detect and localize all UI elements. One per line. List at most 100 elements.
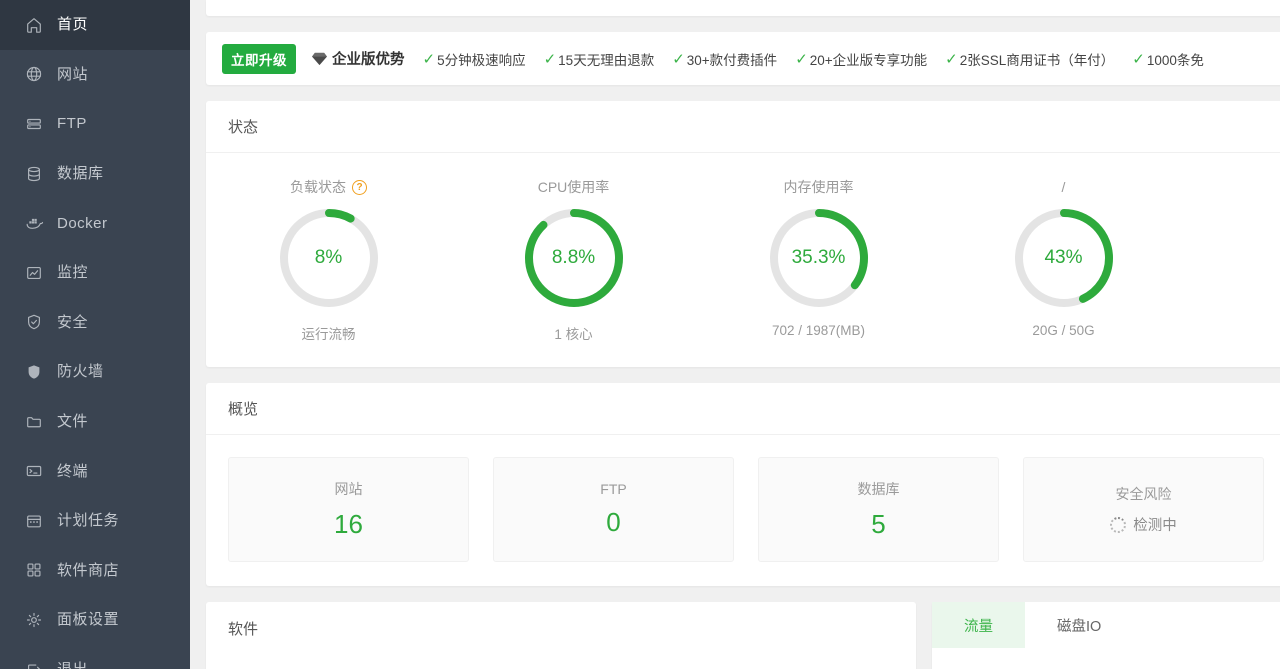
progress-ring: 8% <box>276 205 382 311</box>
sidebar-item-label: 数据库 <box>57 165 104 183</box>
logout-icon <box>24 660 44 669</box>
status-ring-sub: 1 核心 <box>554 327 593 342</box>
banner-feature-0: ✓ 5分钟极速响应 <box>423 49 526 69</box>
status-ring-value: 35.3% <box>791 247 846 268</box>
check-icon: ✓ <box>672 50 685 68</box>
overview-card-title: 概览 <box>206 383 1280 435</box>
check-icon: ✓ <box>1132 50 1145 68</box>
sidebar-item-5[interactable]: 监控 <box>0 248 190 298</box>
check-icon: ✓ <box>422 50 436 68</box>
status-ring-value: 43% <box>1044 247 1083 268</box>
status-ring-title: 负载状态 <box>290 179 346 195</box>
status-ring-value: 8% <box>314 247 343 268</box>
sidebar-item-6[interactable]: 安全 <box>0 298 190 348</box>
diamond-icon <box>312 52 327 66</box>
progress-ring: 43% <box>1011 205 1117 311</box>
sidebar-item-label: 软件商店 <box>57 561 120 579</box>
graph-tab-1[interactable]: 磁盘IO <box>1025 602 1133 648</box>
spinner-icon <box>1110 516 1127 533</box>
sidebar-item-label: 安全 <box>57 313 89 331</box>
sidebar-item-label: Docker <box>57 214 108 232</box>
banner-title-text: 企业版优势 <box>332 52 405 68</box>
overview-card-1[interactable]: FTP 0 <box>493 457 734 562</box>
shield-check-icon <box>24 312 44 332</box>
graph-tab-0[interactable]: 流量 <box>932 602 1025 648</box>
check-icon: ✓ <box>543 50 557 68</box>
graph-tab-label: 磁盘IO <box>1057 618 1102 635</box>
sidebar-item-9[interactable]: 终端 <box>0 446 190 496</box>
sidebar-item-7[interactable]: 防火墙 <box>0 347 190 397</box>
sidebar-item-3[interactable]: 数据库 <box>0 149 190 199</box>
sidebar-item-11[interactable]: 软件商店 <box>0 546 190 596</box>
sidebar-item-0[interactable]: 首页 <box>0 0 190 50</box>
enterprise-upgrade-banner: 立即升级 企业版优势 ✓ 5分钟极速响应 ✓ 15天无理由退款 ✓ 30+款付费插件 ✓ 20… <box>206 32 1280 85</box>
upgrade-now-button[interactable]: 立即升级 <box>222 43 296 74</box>
bottom-row: 软件 流量 磁盘IO <box>206 602 1280 669</box>
sidebar-item-10[interactable]: 计划任务 <box>0 496 190 546</box>
overview-card-label: 安全风险 <box>1115 486 1172 502</box>
status-ring-3[interactable]: / 43% 20G / 50G <box>941 177 1186 338</box>
status-ring-title-wrap: / <box>1062 177 1066 197</box>
chart-icon <box>24 263 44 283</box>
banner-feature-label: 15天无理由退款 <box>558 52 655 68</box>
sidebar-item-label: 计划任务 <box>57 512 120 530</box>
globe-icon <box>24 64 44 84</box>
status-ring-sub: 702 / 1987(MB) <box>771 323 866 338</box>
overview-card-2[interactable]: 数据库 5 <box>758 457 999 562</box>
overview-card-3[interactable]: 安全风险检测中 <box>1023 457 1264 562</box>
banner-feature-4: ✓ 2张SSL商用证书（年付） <box>945 49 1114 69</box>
banner-feature-5: ✓ 1000条免 <box>1132 49 1204 69</box>
overview-card-label: 网站 <box>334 481 363 497</box>
banner-feature-label: 20+企业版专享功能 <box>809 52 928 68</box>
folder-icon <box>24 412 44 432</box>
check-icon: ✓ <box>795 50 808 68</box>
status-card-title: 状态 <box>206 101 1280 153</box>
status-ring-1[interactable]: CPU使用率 8.8% 1 核心 <box>451 177 696 343</box>
status-ring-0[interactable]: 负载状态? 8% 运行流畅 <box>206 177 451 343</box>
status-ring-title-wrap: 内存使用率 <box>784 177 854 197</box>
status-ring-title: CPU使用率 <box>537 179 610 195</box>
sidebar-item-8[interactable]: 文件 <box>0 397 190 447</box>
home-icon <box>24 15 44 35</box>
overview-card-value: 0 <box>606 507 621 537</box>
scrolled-card-sliver <box>206 0 1280 16</box>
banner-feature-label: 1000条免 <box>1146 52 1204 68</box>
status-ring-2[interactable]: 内存使用率 35.3% 702 / 1987(MB) <box>696 177 941 338</box>
shield-icon <box>24 362 44 382</box>
banner-feature-2: ✓ 30+款付费插件 <box>672 49 777 69</box>
status-card: 状态 负载状态? 8% 运行流畅 CPU使用率 8.8% 1 核心 内存使用率 35.3% 70… <box>206 101 1280 367</box>
sidebar-item-label: 网站 <box>57 65 89 83</box>
sidebar-item-13[interactable]: 退出 <box>0 645 190 669</box>
sidebar-item-label: 防火墙 <box>57 363 104 381</box>
status-ring-value: 8.8% <box>551 247 596 268</box>
sidebar-item-label: 终端 <box>57 462 89 480</box>
overview-card-value: 5 <box>871 509 886 539</box>
graph-tabs: 流量 磁盘IO <box>932 602 1133 648</box>
software-card-title: 软件 <box>228 620 259 638</box>
docker-icon <box>24 213 44 233</box>
sidebar-item-2[interactable]: FTP <box>0 99 190 149</box>
banner-feature-3: ✓ 20+企业版专享功能 <box>795 49 927 69</box>
status-ring-title: 内存使用率 <box>783 179 854 195</box>
overview-card-value: 检测中 <box>1133 518 1177 534</box>
sidebar-item-label: 监控 <box>57 264 89 282</box>
status-rings: 负载状态? 8% 运行流畅 CPU使用率 8.8% 1 核心 内存使用率 35.3% 702 /… <box>206 153 1280 367</box>
sidebar-item-1[interactable]: 网站 <box>0 50 190 100</box>
banner-feature-label: 30+款付费插件 <box>686 52 778 68</box>
sidebar-item-label: 文件 <box>57 413 89 431</box>
overview-card-label: FTP <box>600 481 627 497</box>
sidebar-item-12[interactable]: 面板设置 <box>0 595 190 645</box>
apps-icon <box>24 560 44 580</box>
question-icon[interactable]: ? <box>352 179 367 195</box>
overview-card-0[interactable]: 网站 16 <box>228 457 469 562</box>
status-ring-title-wrap: CPU使用率 <box>538 177 610 197</box>
server-icon <box>24 114 44 134</box>
graph-tab-label: 流量 <box>964 618 993 635</box>
sidebar-item-4[interactable]: Docker <box>0 198 190 248</box>
gear-icon <box>24 610 44 630</box>
banner-feature-1: ✓ 15天无理由退款 <box>544 49 655 69</box>
sidebar-item-label: 退出 <box>57 662 88 669</box>
overview-card-label: 数据库 <box>857 481 900 497</box>
